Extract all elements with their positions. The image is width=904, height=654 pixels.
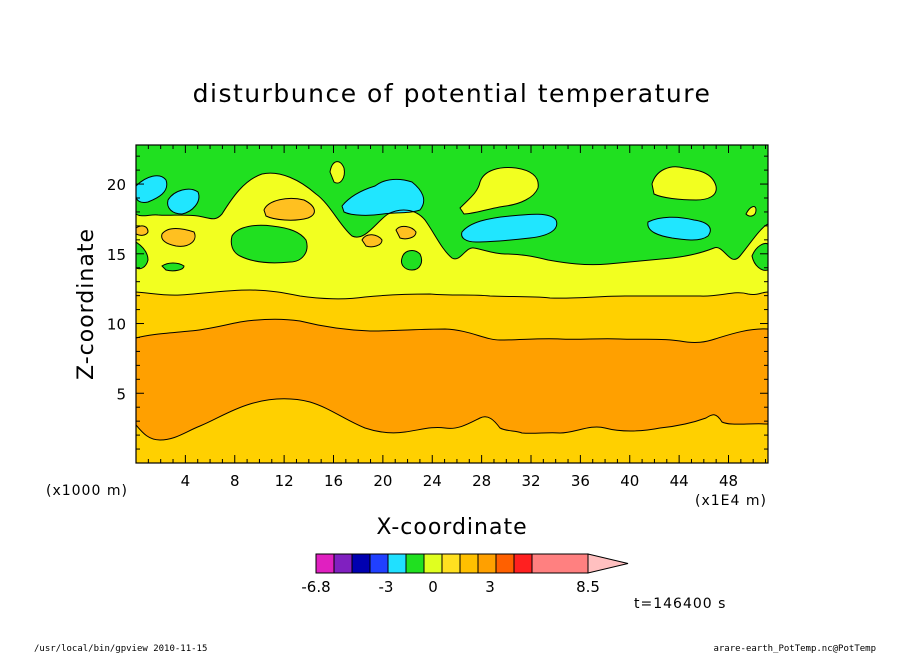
colorbar-segment (513, 553, 533, 574)
x-tick-labels: 4 8 12 16 20 24 28 32 36 40 44 48 (181, 472, 738, 490)
colorbar-segment (405, 553, 425, 574)
y-tick-label: 5 (116, 385, 126, 403)
island-green-1-edge (230, 224, 308, 264)
island-orange-4 (396, 226, 416, 239)
island-green-2 (401, 250, 422, 270)
x-tick-label: 36 (571, 472, 590, 490)
colorbar-label: 3 (485, 578, 495, 596)
island-yellow-right (652, 166, 717, 200)
colorbar-segment (315, 553, 335, 574)
island-orange-1 (264, 198, 315, 221)
island-green-4 (136, 242, 148, 269)
island-cyan-left (136, 175, 167, 203)
island-yellow-small2-edge (745, 206, 757, 217)
y-tick-label: 10 (107, 316, 126, 334)
y-tick-label: 20 (107, 176, 126, 194)
island-cyan-4-edge (461, 213, 558, 243)
island-cyan-3 (342, 179, 424, 216)
island-orange-2 (161, 228, 196, 247)
colorbar-segment (531, 553, 589, 574)
plot-frame (135, 144, 769, 464)
contour-line-yellow (136, 172, 768, 266)
island-cyan-4 (461, 214, 557, 242)
island-cyan-3-edge (341, 178, 425, 216)
footer-right: arare-earth_PotTemp.nc@PotTemp (713, 644, 876, 654)
x-tick-label: 8 (230, 472, 240, 490)
chart-title: disturbunce of potential temperature (193, 79, 712, 108)
island-orange-5-edge (136, 225, 149, 236)
plot-area (135, 144, 769, 464)
time-label: t=146400 s (634, 596, 726, 612)
colorbar-label: 0 (428, 578, 438, 596)
colorbar-label: 8.5 (576, 578, 600, 596)
colorbar-segment (441, 553, 461, 574)
contour-lines (136, 161, 768, 441)
x-tick-label: 28 (472, 472, 491, 490)
island-cyan-2-edge (167, 188, 200, 215)
colorbar-segment (387, 553, 407, 574)
contour-fills (136, 145, 768, 463)
island-green-3-edge (161, 262, 185, 272)
island-green-5-edge (751, 243, 768, 271)
colorbar-segment (459, 553, 479, 574)
x-unit-left: (x1000 m) (46, 483, 128, 499)
y-axis-label: Z-coordinate (74, 228, 99, 380)
island-yellow-small1 (330, 161, 345, 184)
x-tick-label: 12 (275, 472, 294, 490)
island-yellow-small1-edge (329, 161, 345, 184)
island-green-2-edge (401, 250, 423, 271)
colorbar-segment (351, 553, 371, 574)
island-green-1 (231, 225, 308, 263)
x-tick-label: 4 (181, 472, 191, 490)
island-orange-5 (136, 225, 148, 236)
contour-line-core (136, 318, 768, 343)
island-cyan-5 (647, 217, 711, 240)
axis-ticks (136, 145, 768, 463)
colorbar-segment (495, 553, 515, 574)
y-tick-labels: 5 10 15 20 (107, 176, 126, 403)
contour-line-upper (136, 289, 768, 300)
y-tick-label: 15 (107, 246, 126, 264)
island-orange-3 (362, 234, 382, 247)
island-orange-3-edge (361, 234, 383, 248)
colorbar-segment (477, 553, 497, 574)
x-unit-right: (x1E4 m) (695, 493, 767, 509)
colorbar-label: -6.8 (301, 578, 330, 596)
island-green-5 (752, 243, 768, 271)
colorbar-segment (423, 553, 443, 574)
band-lower (136, 398, 768, 463)
island-cyan-5-edge (647, 216, 711, 241)
island-yellow-small2 (746, 206, 756, 217)
island-green-4-edge (136, 241, 149, 270)
island-orange-2-edge (161, 228, 196, 247)
island-green-3 (162, 263, 184, 271)
island-yellow-mid-edge (459, 167, 539, 215)
island-orange-1-edge (263, 197, 315, 221)
colorbar-arrow (587, 553, 629, 574)
colorbar-label: -3 (379, 578, 394, 596)
x-axis-label: X-coordinate (376, 515, 527, 540)
x-tick-label: 44 (670, 472, 689, 490)
colorbar-segment (333, 553, 353, 574)
island-yellow-right-edge (651, 166, 717, 201)
island-cyan-2 (167, 189, 199, 214)
x-tick-label: 48 (719, 472, 738, 490)
colorbar-segment (369, 553, 389, 574)
footer-left: /usr/local/bin/gpview 2010-11-15 (34, 644, 207, 654)
x-tick-label: 32 (521, 472, 540, 490)
x-tick-label: 40 (620, 472, 639, 490)
x-tick-label: 16 (324, 472, 343, 490)
colorbar-labels: -6.8 -3 0 3 8.5 (301, 578, 600, 596)
x-tick-label: 20 (373, 472, 392, 490)
island-yellow-mid (460, 167, 539, 214)
contour-line-lower (136, 398, 768, 441)
island-cyan-left-edge (136, 175, 168, 203)
x-tick-label: 24 (423, 472, 442, 490)
colorbar (315, 553, 629, 574)
island-orange-4-edge (395, 225, 417, 240)
